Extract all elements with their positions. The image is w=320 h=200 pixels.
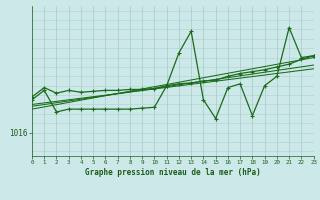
X-axis label: Graphe pression niveau de la mer (hPa): Graphe pression niveau de la mer (hPa)	[85, 168, 261, 177]
